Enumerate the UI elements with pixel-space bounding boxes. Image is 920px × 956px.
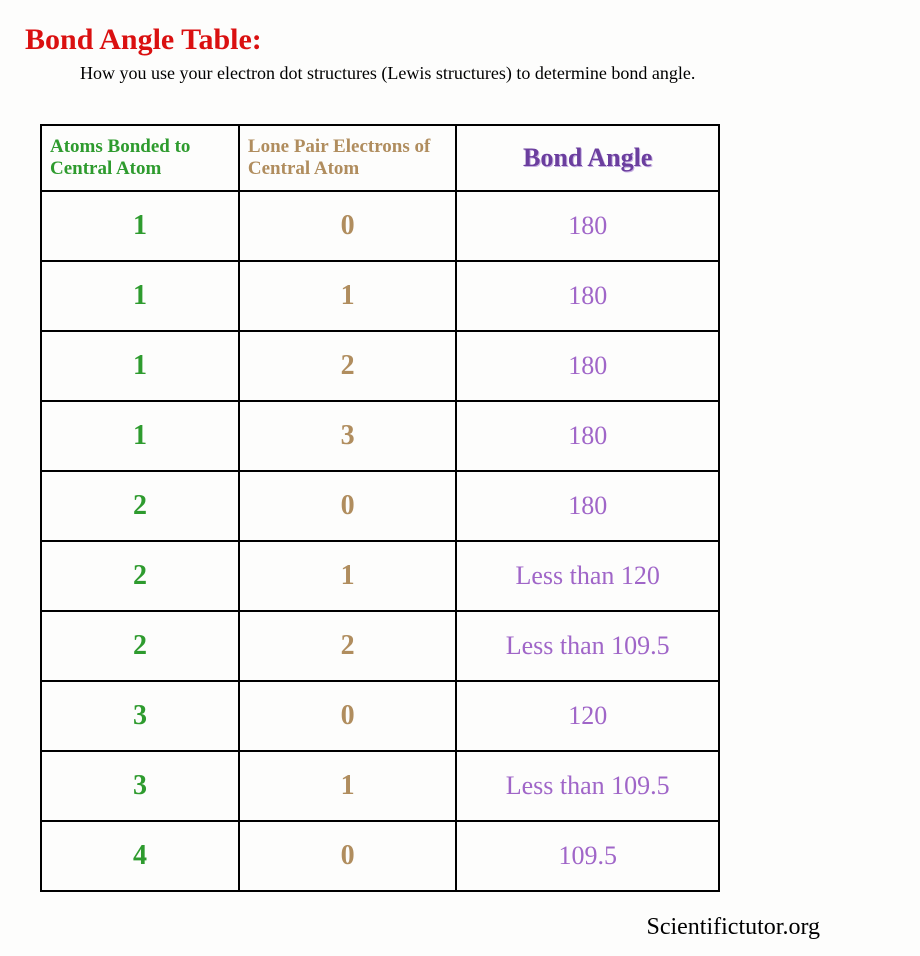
cell-angle: 180 [456, 261, 719, 331]
table-header-row: Atoms Bonded to Central Atom Lone Pair E… [41, 125, 719, 191]
cell-angle: 180 [456, 331, 719, 401]
cell-atoms: 4 [41, 821, 239, 891]
cell-angle: 109.5 [456, 821, 719, 891]
table-body: 1 0 180 1 1 180 1 2 180 1 3 180 2 0 180 … [41, 191, 719, 891]
cell-lone-pairs: 0 [239, 821, 456, 891]
table-row: 3 1 Less than 109.5 [41, 751, 719, 821]
cell-atoms: 3 [41, 681, 239, 751]
cell-atoms: 3 [41, 751, 239, 821]
table-row: 3 0 120 [41, 681, 719, 751]
cell-lone-pairs: 0 [239, 681, 456, 751]
header-lone-pairs: Lone Pair Electrons of Central Atom [239, 125, 456, 191]
cell-atoms: 1 [41, 261, 239, 331]
table-row: 4 0 109.5 [41, 821, 719, 891]
table-row: 2 0 180 [41, 471, 719, 541]
subtitle-end: bond angle. [611, 63, 695, 83]
cell-angle: 120 [456, 681, 719, 751]
cell-atoms: 2 [41, 471, 239, 541]
bond-angle-table: Atoms Bonded to Central Atom Lone Pair E… [40, 124, 720, 892]
table-row: 1 3 180 [41, 401, 719, 471]
cell-atoms: 2 [41, 611, 239, 681]
cell-lone-pairs: 1 [239, 751, 456, 821]
cell-lone-pairs: 1 [239, 541, 456, 611]
cell-atoms: 1 [41, 191, 239, 261]
table-row: 1 1 180 [41, 261, 719, 331]
cell-atoms: 2 [41, 541, 239, 611]
table-row: 2 2 Less than 109.5 [41, 611, 719, 681]
subtitle-main: How you use your electron dot structures… [80, 63, 611, 83]
page-title: Bond Angle Table: [25, 23, 905, 57]
cell-lone-pairs: 0 [239, 471, 456, 541]
cell-angle: Less than 109.5 [456, 611, 719, 681]
attribution-text: Scientifictutor.org [25, 914, 820, 941]
table-row: 2 1 Less than 120 [41, 541, 719, 611]
cell-lone-pairs: 2 [239, 611, 456, 681]
cell-lone-pairs: 0 [239, 191, 456, 261]
cell-atoms: 1 [41, 331, 239, 401]
header-bond-angle: Bond Angle [456, 125, 719, 191]
cell-angle: Less than 120 [456, 541, 719, 611]
cell-atoms: 1 [41, 401, 239, 471]
cell-angle: 180 [456, 471, 719, 541]
header-atoms-bonded: Atoms Bonded to Central Atom [41, 125, 239, 191]
cell-lone-pairs: 3 [239, 401, 456, 471]
table-row: 1 0 180 [41, 191, 719, 261]
page-subtitle: How you use your electron dot structures… [80, 63, 905, 84]
cell-lone-pairs: 2 [239, 331, 456, 401]
cell-angle: Less than 109.5 [456, 751, 719, 821]
cell-angle: 180 [456, 191, 719, 261]
cell-angle: 180 [456, 401, 719, 471]
table-row: 1 2 180 [41, 331, 719, 401]
cell-lone-pairs: 1 [239, 261, 456, 331]
